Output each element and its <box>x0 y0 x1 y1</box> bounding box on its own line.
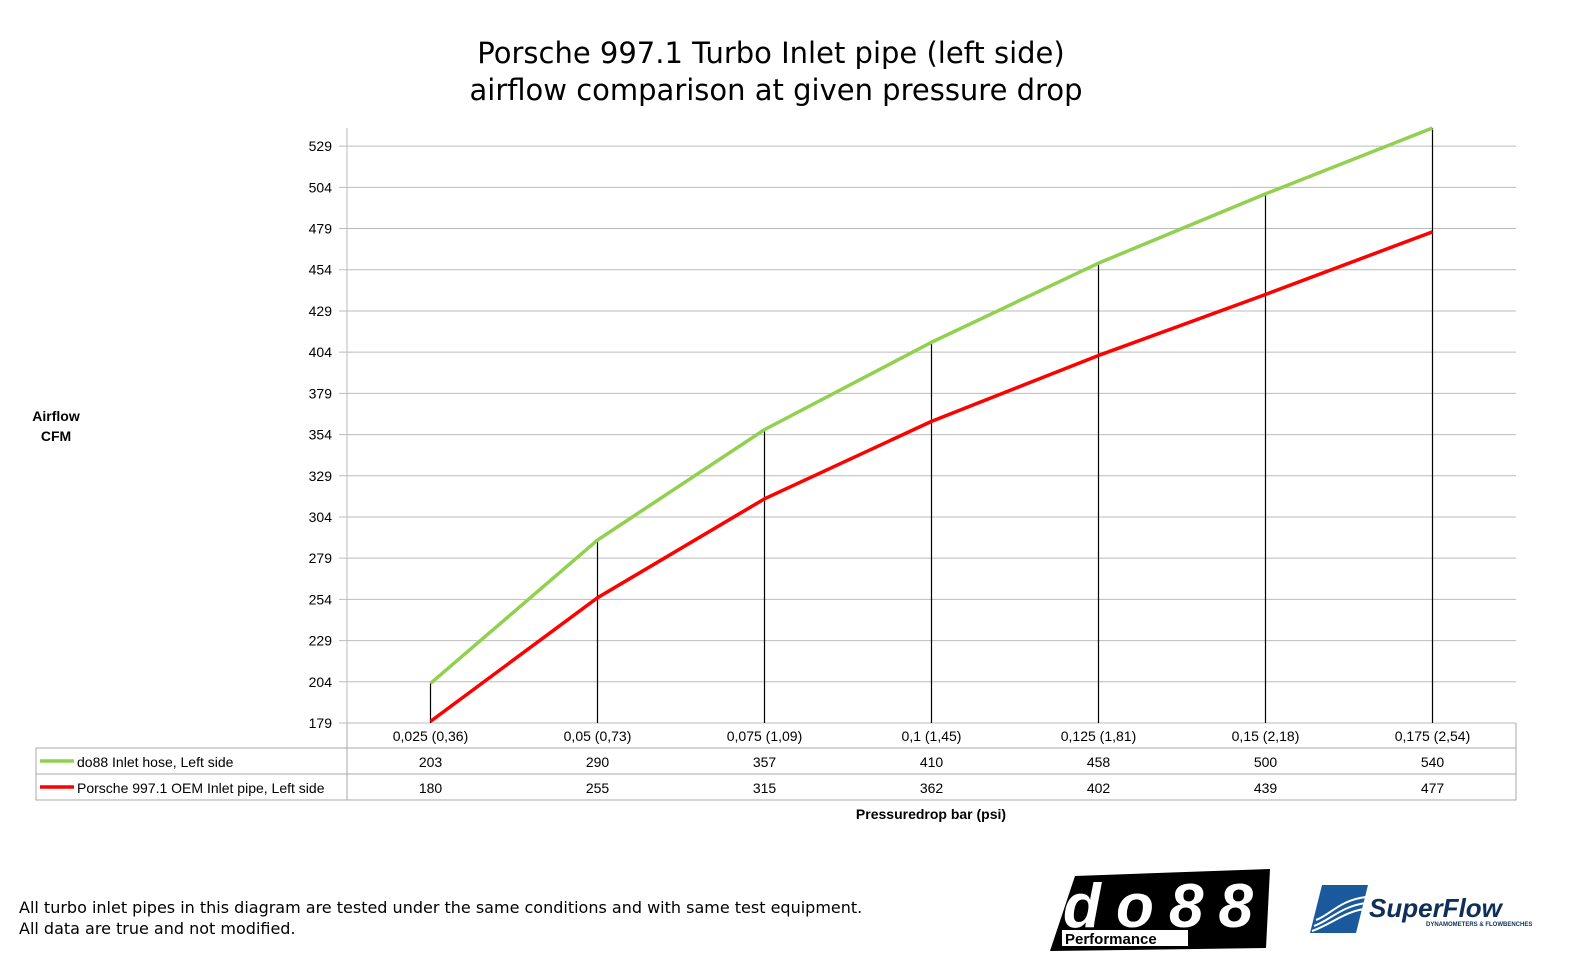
table-cell: 255 <box>586 780 610 796</box>
table-cell: 315 <box>753 780 777 796</box>
table-cell: 439 <box>1254 780 1278 796</box>
y-tick-label: 229 <box>309 633 333 649</box>
x-axis-label: Pressuredrop bar (psi) <box>856 806 1006 822</box>
x-tick-label: 0,05 (0,73) <box>564 728 632 744</box>
y-tick-label: 529 <box>309 138 333 154</box>
y-tick-label: 404 <box>309 344 333 360</box>
y-tick-label: 179 <box>309 715 333 731</box>
table-cell: 203 <box>419 754 443 770</box>
y-tick-label: 329 <box>309 468 333 484</box>
table-cell: 362 <box>920 780 944 796</box>
table-cell: 180 <box>419 780 443 796</box>
y-tick-label: 204 <box>309 674 333 690</box>
y-tick-label: 254 <box>309 591 333 607</box>
table-cell: 540 <box>1421 754 1445 770</box>
table-cell: 410 <box>920 754 944 770</box>
table-cell: 458 <box>1087 754 1111 770</box>
y-axis-label-line-1: Airflow <box>32 408 80 424</box>
superflow-logo: SuperFlow DYNAMOMETERS & FLOWBENCHES <box>1310 885 1532 933</box>
y-tick-label: 479 <box>309 221 333 237</box>
footnote-line-1: All turbo inlet pipes in this diagram ar… <box>19 898 862 917</box>
x-tick-label: 0,1 (1,45) <box>902 728 962 744</box>
table-cell: 477 <box>1421 780 1445 796</box>
y-tick-label: 379 <box>309 385 333 401</box>
chart-title-line-1: Porsche 997.1 Turbo Inlet pipe (left sid… <box>477 36 1064 70</box>
y-tick-label: 504 <box>309 179 333 195</box>
table-cell: 402 <box>1087 780 1111 796</box>
y-tick-label: 279 <box>309 550 333 566</box>
y-tick-label: 454 <box>309 262 333 278</box>
chart-title-line-2: airflow comparison at given pressure dro… <box>470 73 1083 107</box>
do88-logo: do88 Performance <box>1050 869 1270 951</box>
legend-label: do88 Inlet hose, Left side <box>77 754 234 770</box>
y-axis-label-line-2: CFM <box>41 428 71 444</box>
y-tick-label: 304 <box>309 509 333 525</box>
x-tick-label: 0,025 (0,36) <box>393 728 469 744</box>
x-tick-label: 0,15 (2,18) <box>1232 728 1300 744</box>
svg-text:DYNAMOMETERS & FLOWBENCHES: DYNAMOMETERS & FLOWBENCHES <box>1426 922 1532 928</box>
table-cell: 500 <box>1254 754 1278 770</box>
footnote-line-2: All data are true and not modified. <box>19 919 296 938</box>
y-tick-label: 354 <box>309 427 333 443</box>
x-tick-label: 0,075 (1,09) <box>727 728 803 744</box>
legend-label: Porsche 997.1 OEM Inlet pipe, Left side <box>77 780 325 796</box>
svg-text:SuperFlow: SuperFlow <box>1369 893 1504 923</box>
svg-text:Performance: Performance <box>1065 931 1157 948</box>
table-cell: 290 <box>586 754 610 770</box>
y-tick-label: 429 <box>309 303 333 319</box>
table-cell: 357 <box>753 754 777 770</box>
x-tick-label: 0,125 (1,81) <box>1061 728 1137 744</box>
x-tick-label: 0,175 (2,54) <box>1395 728 1471 744</box>
